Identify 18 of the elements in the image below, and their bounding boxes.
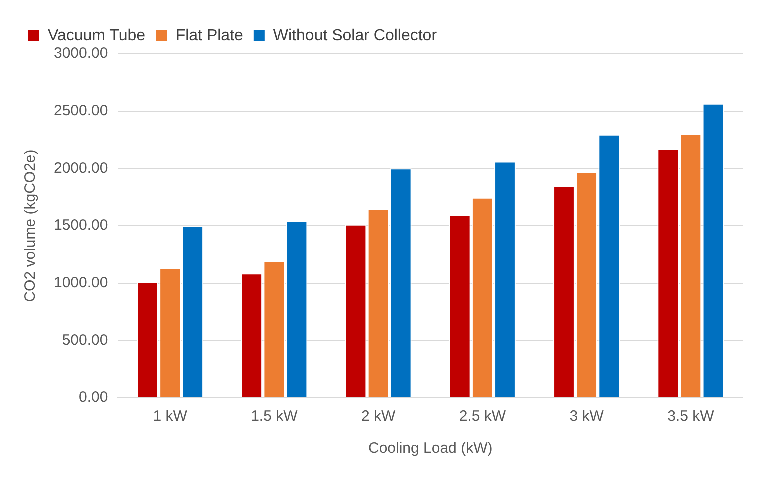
x-tick-label: 1 kW xyxy=(153,408,188,426)
legend-label: Without Solar Collector xyxy=(273,27,438,44)
y-tick-label: 1500.00 xyxy=(54,217,108,234)
y-tick-label: 500.00 xyxy=(62,332,108,349)
x-tick-label: 1.5 kW xyxy=(251,408,299,426)
x-tick-label: 3.5 kW xyxy=(668,408,716,426)
y-tick-label: 0.00 xyxy=(79,389,108,406)
legend-label: Flat Plate xyxy=(176,27,244,44)
y-tick-label: 2500.00 xyxy=(54,102,108,120)
y-tick-label: 3000.00 xyxy=(54,45,108,62)
x-axis-title: Cooling Load (kW) xyxy=(368,440,493,458)
x-tick-label: 2.5 kW xyxy=(459,408,507,426)
y-axis-title: CO2 volume (kgCO2e) xyxy=(22,150,40,302)
legend-label: Vacuum Tube xyxy=(48,27,146,44)
y-tick-label: 2000.00 xyxy=(54,160,108,177)
x-tick-label: 2 kW xyxy=(361,408,396,426)
y-tick-label: 1000.00 xyxy=(54,274,108,292)
x-tick-label: 3 kW xyxy=(570,408,605,426)
